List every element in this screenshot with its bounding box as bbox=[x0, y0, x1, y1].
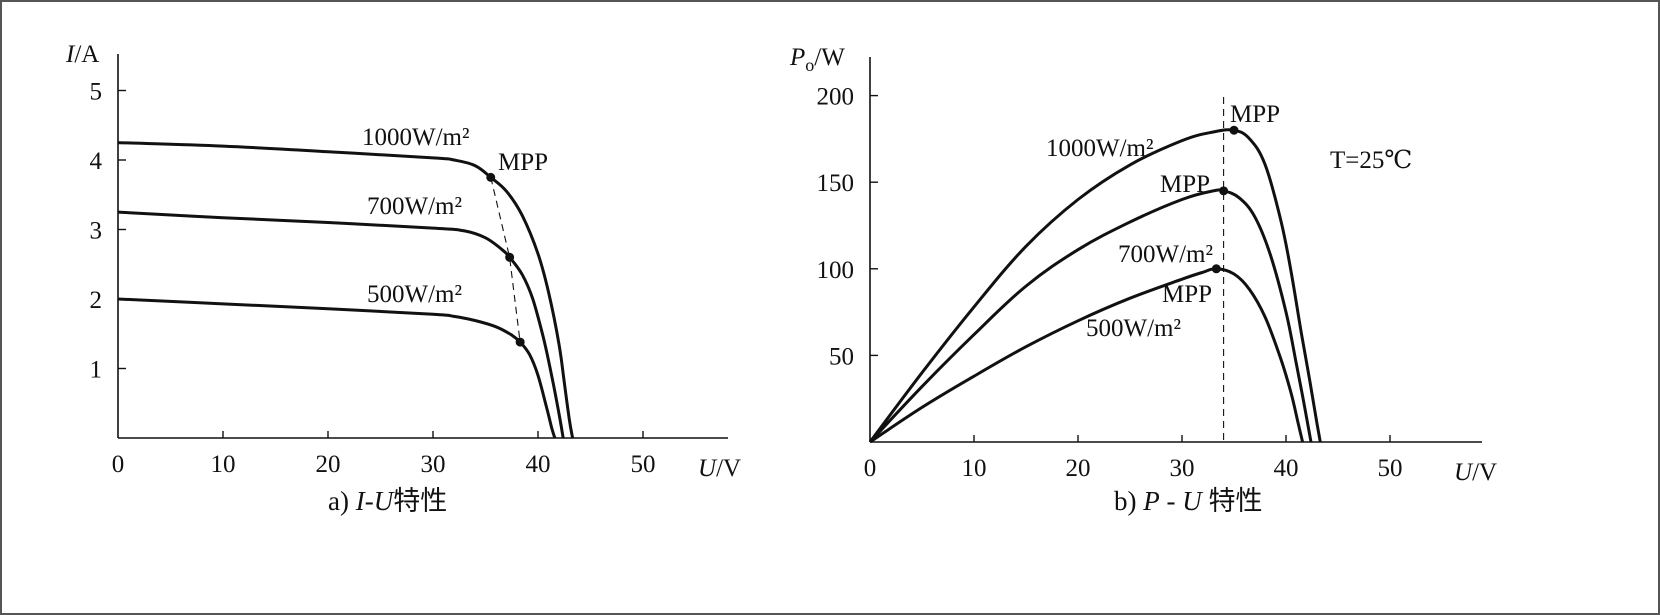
mpp-point bbox=[1219, 186, 1229, 196]
y-tick-label: 3 bbox=[90, 218, 103, 245]
x-tick-labels: 0 10 20 30 40 50 bbox=[112, 451, 656, 478]
y-tick-label: 200 bbox=[817, 84, 855, 111]
y-tick-label: 2 bbox=[90, 287, 103, 314]
annotation-mpp-700: MPP bbox=[1160, 171, 1210, 198]
x-tick-label: 10 bbox=[211, 451, 236, 478]
series-line-500wm2 bbox=[117, 297, 557, 439]
y-tick-label: 1 bbox=[90, 357, 103, 384]
mpp-point bbox=[505, 252, 515, 262]
x-tick-label: 30 bbox=[421, 451, 446, 478]
y-tick-label: 100 bbox=[817, 257, 855, 284]
series-curves bbox=[868, 128, 1322, 444]
annotation-mpp-500: MPP bbox=[1162, 281, 1212, 308]
axis-ticks bbox=[870, 94, 1391, 442]
series-line-1000wm2 bbox=[117, 141, 575, 439]
series-line-700wm2 bbox=[868, 188, 1313, 444]
x-tick-label: 30 bbox=[1170, 455, 1195, 482]
chart-p-u: 0 10 20 30 40 50 50 100 150 200 Po/W U/V MPP 100… bbox=[789, 44, 1497, 516]
mpp-point bbox=[1229, 125, 1239, 135]
x-tick-label: 40 bbox=[1274, 455, 1299, 482]
annotation-1000: 1000W/m² bbox=[362, 124, 469, 151]
annotation-700: 700W/m² bbox=[367, 193, 462, 220]
series-curves bbox=[117, 141, 575, 439]
x-tick-label: 0 bbox=[112, 451, 125, 478]
mpp-point bbox=[515, 337, 525, 347]
y-axis-label: Po/W bbox=[789, 44, 845, 75]
annotation-500: 500W/m² bbox=[367, 281, 462, 308]
y-axis-label: I/A bbox=[65, 41, 99, 68]
mpp-dashed-line bbox=[490, 177, 521, 343]
x-axis-label: U/V bbox=[698, 455, 741, 482]
annotation-mpp: MPP bbox=[498, 149, 548, 176]
annotation-500: 500W/m² bbox=[1086, 315, 1181, 342]
x-tick-label: 20 bbox=[1066, 455, 1091, 482]
annotation-temperature: T=25℃ bbox=[1330, 147, 1412, 174]
caption-b: b) P - U 特性 bbox=[1114, 486, 1263, 516]
x-tick-label: 50 bbox=[1378, 455, 1403, 482]
y-tick-label: 5 bbox=[90, 79, 103, 106]
mpp-point bbox=[1211, 264, 1221, 274]
x-tick-label: 0 bbox=[864, 455, 877, 482]
x-tick-label: 40 bbox=[526, 451, 551, 478]
series-line-500wm2 bbox=[869, 267, 1305, 444]
chart-i-u: 0 10 20 30 40 50 1 2 3 4 5 I/A U/V 1000W/m² 700W/… bbox=[65, 41, 741, 516]
annotation-700: 700W/m² bbox=[1118, 241, 1213, 268]
y-tick-labels: 50 100 150 200 bbox=[817, 84, 855, 371]
y-tick-label: 50 bbox=[829, 343, 854, 370]
x-tick-label: 20 bbox=[316, 451, 341, 478]
annotation-1000: 1000W/m² bbox=[1046, 135, 1153, 162]
x-tick-label: 10 bbox=[962, 455, 987, 482]
series-line-700wm2 bbox=[117, 210, 565, 439]
annotation-mpp-1000: MPP bbox=[1230, 101, 1280, 128]
mpp-points bbox=[1211, 97, 1239, 442]
mpp-points bbox=[486, 172, 525, 347]
mpp-point bbox=[486, 172, 496, 182]
caption-a: a) I-U特性 bbox=[328, 486, 447, 516]
series-line-1000wm2 bbox=[868, 128, 1322, 443]
x-axis-label: U/V bbox=[1454, 459, 1497, 486]
x-tick-label: 50 bbox=[631, 451, 656, 478]
x-tick-labels: 0 10 20 30 40 50 bbox=[864, 455, 1403, 482]
y-tick-labels: 1 2 3 4 5 bbox=[90, 79, 103, 384]
y-tick-label: 4 bbox=[90, 148, 103, 175]
y-tick-label: 150 bbox=[817, 170, 855, 197]
